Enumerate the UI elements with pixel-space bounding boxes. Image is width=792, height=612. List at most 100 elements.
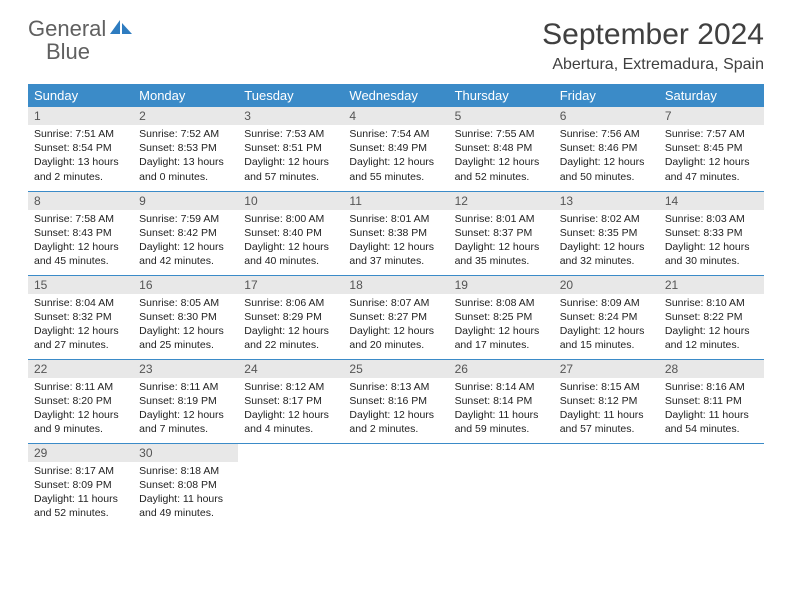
daylight-line: Daylight: 12 hours and 25 minutes.: [139, 325, 224, 351]
sunrise-line: Sunrise: 8:17 AM: [34, 465, 114, 477]
calendar-day-cell: 7Sunrise: 7:57 AMSunset: 8:45 PMDaylight…: [659, 107, 764, 191]
weekday-header: Wednesday: [343, 84, 448, 107]
weekday-header: Friday: [554, 84, 659, 107]
day-info: Sunrise: 8:06 AMSunset: 8:29 PMDaylight:…: [238, 294, 343, 353]
sunset-line: Sunset: 8:54 PM: [34, 142, 112, 154]
calendar-day-cell: 27Sunrise: 8:15 AMSunset: 8:12 PMDayligh…: [554, 359, 659, 443]
sunrise-line: Sunrise: 8:07 AM: [349, 297, 429, 309]
sunset-line: Sunset: 8:38 PM: [349, 227, 427, 239]
sunset-line: Sunset: 8:35 PM: [560, 227, 638, 239]
sunset-line: Sunset: 8:08 PM: [139, 479, 217, 491]
day-number: 1: [28, 107, 133, 125]
calendar-day-cell: 23Sunrise: 8:11 AMSunset: 8:19 PMDayligh…: [133, 359, 238, 443]
calendar-day-cell: 24 Sunrise: 8:12 AM Sunset: 8:17 PM Dayligh…: [238, 359, 343, 443]
day-number: 10: [238, 192, 343, 210]
day-number: 21: [659, 276, 764, 294]
day-number: 14: [659, 192, 764, 210]
calendar-day-cell: 29Sunrise: 8:17 AMSunset: 8:09 PMDayligh…: [28, 443, 133, 527]
day-number: 22: [28, 360, 133, 378]
sunset-line: Sunset: 8:16 PM: [349, 395, 427, 407]
day-number: 16: [133, 276, 238, 294]
day-number: 23: [133, 360, 238, 378]
calendar-day-cell: 16Sunrise: 8:05 AMSunset: 8:30 PMDayligh…: [133, 275, 238, 359]
day-info: Sunrise: 8:11 AMSunset: 8:20 PMDaylight:…: [28, 378, 133, 437]
sunrise-line: Sunrise: 8:01 AM: [349, 213, 429, 225]
day-info: Sunrise: 8:07 AMSunset: 8:27 PMDaylight:…: [343, 294, 448, 353]
daylight-line: Daylight: 11 hours and 54 minutes.: [665, 409, 749, 435]
calendar-day-cell: 17Sunrise: 8:06 AMSunset: 8:29 PMDayligh…: [238, 275, 343, 359]
sunset-line: Sunset: 8:14 PM: [455, 395, 533, 407]
sunrise-line: Sunrise: 8:05 AM: [139, 297, 219, 309]
sunrise-line: Sunrise: 7:54 AM: [349, 128, 429, 140]
day-info: Sunrise: 8:16 AMSunset: 8:11 PMDaylight:…: [659, 378, 764, 437]
day-number: 13: [554, 192, 659, 210]
sunrise-line: Sunrise: 8:08 AM: [455, 297, 535, 309]
sunrise-line: Sunrise: 8:16 AM: [665, 381, 745, 393]
sunrise-line: Sunrise: 8:18 AM: [139, 465, 219, 477]
day-number: 11: [343, 192, 448, 210]
sunset-line: Sunset: 8:25 PM: [455, 311, 533, 323]
sunset-line: Sunset: 8:37 PM: [455, 227, 533, 239]
day-info: Sunrise: 8:01 AMSunset: 8:38 PMDaylight:…: [343, 210, 448, 269]
calendar-week-row: 29Sunrise: 8:17 AMSunset: 8:09 PMDayligh…: [28, 443, 764, 527]
sunset-line: Sunset: 8:49 PM: [349, 142, 427, 154]
sunset-line: Sunset: 8:45 PM: [665, 142, 743, 154]
sunset-line: Sunset: 8:48 PM: [455, 142, 533, 154]
day-info: Sunrise: 7:51 AMSunset: 8:54 PMDaylight:…: [28, 125, 133, 184]
sunrise-line: Sunrise: 7:53 AM: [244, 128, 324, 140]
sunset-line: Sunset: 8:19 PM: [139, 395, 217, 407]
calendar-week-row: 15Sunrise: 8:04 AMSunset: 8:32 PMDayligh…: [28, 275, 764, 359]
daylight-line: Daylight: 12 hours and 42 minutes.: [139, 241, 224, 267]
day-info: Sunrise: 8:11 AMSunset: 8:19 PMDaylight:…: [133, 378, 238, 437]
sunset-line: Sunset: 8:32 PM: [34, 311, 112, 323]
daylight-line: Daylight: 12 hours and 4 minutes.: [244, 409, 329, 435]
sunrise-line: Sunrise: 8:04 AM: [34, 297, 114, 309]
daylight-line: Daylight: 12 hours and 20 minutes.: [349, 325, 434, 351]
logo-text-blue: Blue: [46, 39, 90, 64]
sunrise-line: Sunrise: 7:52 AM: [139, 128, 219, 140]
daylight-line: Daylight: 11 hours and 59 minutes.: [455, 409, 539, 435]
day-number: 18: [343, 276, 448, 294]
sunset-line: Sunset: 8:29 PM: [244, 311, 322, 323]
day-info: Sunrise: 7:56 AMSunset: 8:46 PMDaylight:…: [554, 125, 659, 184]
title-block: September 2024 Abertura, Extremadura, Sp…: [542, 18, 764, 74]
day-info: Sunrise: 8:10 AMSunset: 8:22 PMDaylight:…: [659, 294, 764, 353]
sunrise-line: Sunrise: 7:55 AM: [455, 128, 535, 140]
day-number: 19: [449, 276, 554, 294]
calendar-week-row: 8Sunrise: 7:58 AMSunset: 8:43 PMDaylight…: [28, 191, 764, 275]
sunrise-line: Sunrise: 8:00 AM: [244, 213, 324, 225]
day-info: Sunrise: 7:55 AMSunset: 8:48 PMDaylight:…: [449, 125, 554, 184]
weekday-header: Saturday: [659, 84, 764, 107]
calendar-body: 1Sunrise: 7:51 AMSunset: 8:54 PMDaylight…: [28, 107, 764, 527]
day-info: Sunrise: 8:12 AM Sunset: 8:17 PM Daylight:…: [238, 378, 343, 437]
day-info: Sunrise: 7:57 AM Sunset: 8:45 PM Daylight:…: [659, 125, 764, 184]
calendar-day-cell: 3Sunrise: 7:53 AMSunset: 8:51 PMDaylight…: [238, 107, 343, 191]
day-number: 5: [449, 107, 554, 125]
sunset-line: Sunset: 8:51 PM: [244, 142, 322, 154]
day-number: 24: [238, 360, 343, 378]
sunset-line: Sunset: 8:33 PM: [665, 227, 743, 239]
sunrise-line: Sunrise: 8:10 AM: [665, 297, 745, 309]
daylight-line: Daylight: 12 hours and 15 minutes.: [560, 325, 645, 351]
sunrise-line: Sunrise: 8:12 AM: [244, 381, 324, 393]
day-info: Sunrise: 7:54 AMSunset: 8:49 PMDaylight:…: [343, 125, 448, 184]
weekday-header-row: Sunday Monday Tuesday Wednesday Thursday…: [28, 84, 764, 107]
logo-text: General Blue: [28, 18, 134, 64]
daylight-line: Daylight: 12 hours and 47 minutes.: [665, 156, 750, 182]
day-info: Sunrise: 8:08 AMSunset: 8:25 PMDaylight:…: [449, 294, 554, 353]
sunset-line: Sunset: 8:40 PM: [244, 227, 322, 239]
calendar-day-cell: 20Sunrise: 8:09 AMSunset: 8:24 PMDayligh…: [554, 275, 659, 359]
sunrise-line: Sunrise: 7:57 AM: [665, 128, 745, 140]
calendar-day-cell: 13Sunrise: 8:02 AMSunset: 8:35 PMDayligh…: [554, 191, 659, 275]
sunset-line: Sunset: 8:17 PM: [244, 395, 322, 407]
sunset-line: Sunset: 8:22 PM: [665, 311, 743, 323]
daylight-line: Daylight: 12 hours and 50 minutes.: [560, 156, 645, 182]
day-info: Sunrise: 8:04 AMSunset: 8:32 PMDaylight:…: [28, 294, 133, 353]
day-number: 29: [28, 444, 133, 462]
calendar-day-cell: 8Sunrise: 7:58 AMSunset: 8:43 PMDaylight…: [28, 191, 133, 275]
sunset-line: Sunset: 8:09 PM: [34, 479, 112, 491]
calendar-day-cell: 25Sunrise: 8:13 AMSunset: 8:16 PMDayligh…: [343, 359, 448, 443]
sunrise-line: Sunrise: 7:59 AM: [139, 213, 219, 225]
weekday-header: Tuesday: [238, 84, 343, 107]
header: General Blue September 2024 Abertura, Ex…: [28, 18, 764, 74]
